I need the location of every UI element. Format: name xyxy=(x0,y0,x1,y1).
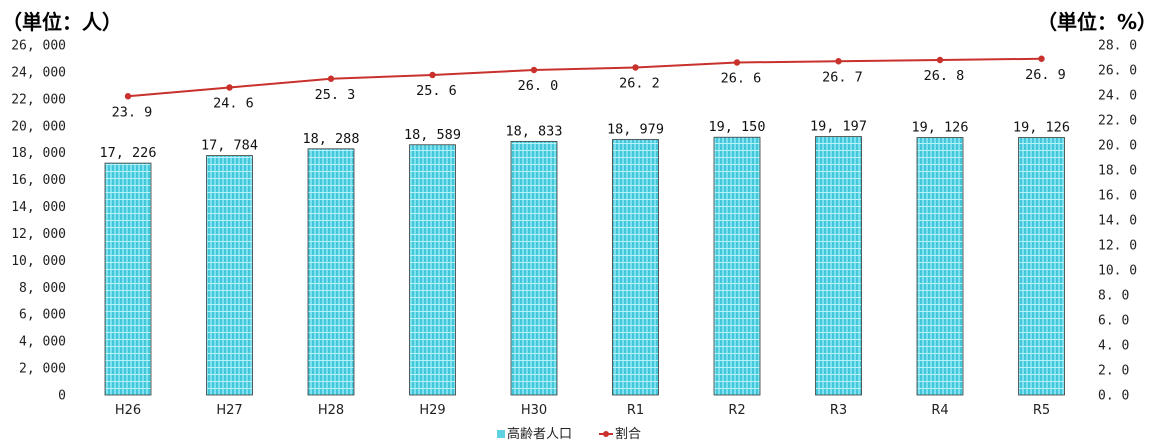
bar xyxy=(409,144,456,396)
bar xyxy=(206,155,253,396)
category-label: R1 xyxy=(627,403,644,418)
bar-data-label: 19, 150 xyxy=(709,119,766,135)
left-axis-tick-label: 16, 000 xyxy=(11,173,66,188)
line-point xyxy=(124,93,132,100)
left-axis-tick-label: 2, 000 xyxy=(19,362,66,377)
bar-data-label: 18, 288 xyxy=(303,131,360,147)
bar xyxy=(916,137,964,396)
line-point xyxy=(936,56,944,64)
category-axis: H26 H27 H28 H29 H30 R1 R2 R3 R4 R5 xyxy=(115,403,1050,418)
category-label: R3 xyxy=(830,403,847,418)
right-axis-unit: （単位：%） xyxy=(1036,10,1157,34)
right-axis-tick-label: 20. 0 xyxy=(1098,139,1137,154)
bar xyxy=(815,136,862,396)
left-axis-ticks: 0 2, 000 4, 000 6, 000 8, 000 10, 000 12, 000 1… xyxy=(11,39,66,404)
bar-data-label: 19, 197 xyxy=(810,119,867,135)
legend: 高齢者人口 割合 xyxy=(497,426,641,442)
legend-swatch-line-marker xyxy=(603,431,609,437)
category-label: H30 xyxy=(521,403,547,418)
left-axis-tick-label: 8, 000 xyxy=(19,281,66,296)
line-series: 23. 9 24. 6 25. 3 25. 6 26. 0 26. 2 26. 6 26. 7… xyxy=(112,55,1066,120)
right-axis-tick-label: 10. 0 xyxy=(1098,264,1137,279)
line-point xyxy=(733,59,741,66)
right-axis-tick-label: 14. 0 xyxy=(1098,214,1137,229)
bar xyxy=(612,139,659,396)
line-data-label: 26. 9 xyxy=(1025,67,1066,83)
legend-label-line: 割合 xyxy=(615,426,641,442)
left-axis-tick-label: 0 xyxy=(58,389,66,404)
legend-swatch-bar xyxy=(497,430,505,438)
bar-data-label: 18, 589 xyxy=(404,127,461,143)
left-axis-tick-label: 14, 000 xyxy=(11,200,66,215)
right-axis-tick-label: 12. 0 xyxy=(1098,239,1137,254)
left-axis-tick-label: 18, 000 xyxy=(11,146,66,161)
category-label: R4 xyxy=(931,403,948,418)
bar-series: 17, 226 17, 784 18, 288 18, 589 18, 833 18, 9… xyxy=(100,119,1070,396)
bar-data-label: 17, 226 xyxy=(100,145,157,161)
line-data-label: 26. 2 xyxy=(619,76,660,92)
left-axis-tick-label: 4, 000 xyxy=(19,335,66,350)
right-axis-tick-label: 24. 0 xyxy=(1098,89,1137,104)
bar xyxy=(713,136,761,396)
left-axis-tick-label: 26, 000 xyxy=(11,39,66,54)
bar-data-label: 17, 784 xyxy=(201,138,258,154)
legend-label-bar: 高齢者人口 xyxy=(507,426,572,442)
right-axis-tick-label: 8. 0 xyxy=(1098,289,1129,304)
right-axis-tick-label: 26. 0 xyxy=(1098,64,1137,79)
left-axis-tick-label: 6, 000 xyxy=(19,308,66,323)
line-point xyxy=(835,58,842,65)
line-point xyxy=(1038,55,1045,62)
bar-data-label: 18, 979 xyxy=(607,122,664,138)
line-data-label: 25. 3 xyxy=(315,87,356,103)
line-path xyxy=(127,57,1042,98)
line-data-label: 26. 0 xyxy=(518,78,559,94)
line-data-label: 26. 7 xyxy=(822,69,863,85)
category-label: H26 xyxy=(115,403,141,418)
category-label: H29 xyxy=(419,403,445,418)
bar-data-label: 19, 126 xyxy=(1013,120,1070,136)
bar xyxy=(510,141,558,396)
right-axis-tick-label: 4. 0 xyxy=(1098,339,1129,354)
line-point xyxy=(530,66,538,74)
line-point xyxy=(327,75,335,82)
left-axis-tick-label: 10, 000 xyxy=(11,254,66,269)
bar-data-label: 19, 126 xyxy=(912,120,969,136)
line-data-label: 24. 6 xyxy=(213,96,254,112)
right-axis-ticks: 0. 0 2. 0 4. 0 6. 0 8. 0 10. 0 12. 0 14. 0 16. 0… xyxy=(1098,39,1137,404)
right-axis-tick-label: 22. 0 xyxy=(1098,114,1137,129)
line-point xyxy=(226,84,233,91)
bar xyxy=(104,162,152,396)
category-label: R5 xyxy=(1033,403,1050,418)
left-axis-tick-label: 20, 000 xyxy=(11,119,66,134)
left-axis-tick-label: 12, 000 xyxy=(11,227,66,242)
right-axis-tick-label: 18. 0 xyxy=(1098,164,1137,179)
bar-data-label: 18, 833 xyxy=(506,123,563,139)
right-axis-tick-label: 16. 0 xyxy=(1098,189,1137,204)
line-data-label: 23. 9 xyxy=(112,104,153,120)
line-data-label: 26. 8 xyxy=(924,68,965,84)
left-axis-tick-label: 22, 000 xyxy=(11,92,66,107)
line-data-label: 26. 6 xyxy=(721,71,762,87)
right-axis-tick-label: 28. 0 xyxy=(1098,39,1137,54)
right-axis-tick-label: 2. 0 xyxy=(1098,364,1129,379)
right-axis-tick-label: 0. 0 xyxy=(1098,389,1129,404)
line-data-label: 25. 6 xyxy=(416,83,457,99)
bar xyxy=(307,148,355,396)
left-axis-unit: （単位：人） xyxy=(2,10,122,34)
bar xyxy=(1018,137,1065,396)
line-point xyxy=(429,71,436,79)
category-label: H27 xyxy=(216,403,242,418)
right-axis-tick-label: 6. 0 xyxy=(1098,314,1129,329)
line-point xyxy=(632,64,639,71)
left-axis-tick-label: 24, 000 xyxy=(11,65,66,80)
category-label: R2 xyxy=(728,403,745,418)
category-label: H28 xyxy=(318,403,344,418)
